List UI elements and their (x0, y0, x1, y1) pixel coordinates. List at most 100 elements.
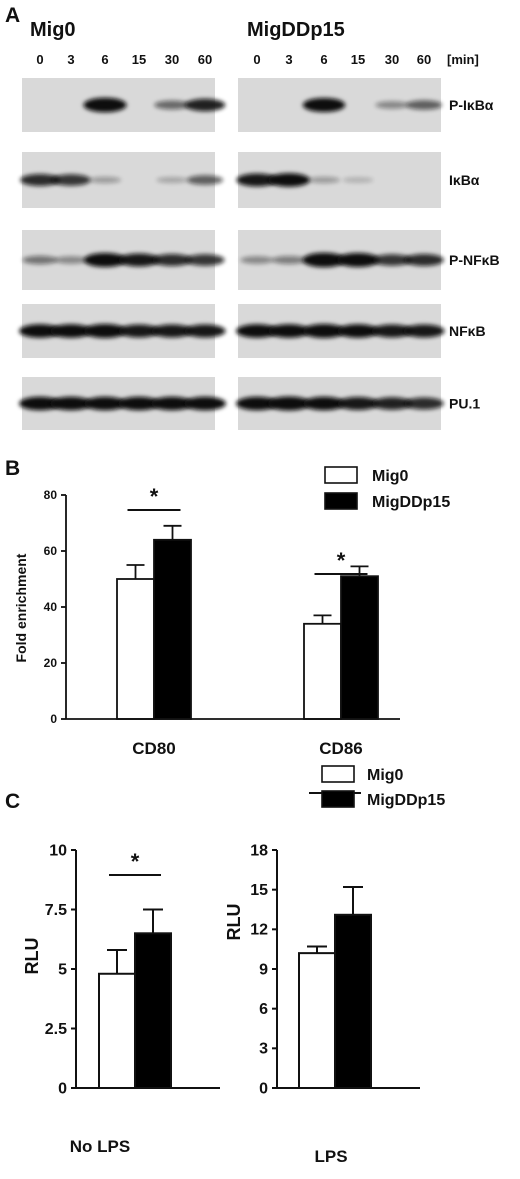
blot-band (184, 396, 226, 411)
time-label: 3 (285, 52, 292, 67)
blot-band (186, 175, 224, 185)
time-unit-label: [min] (447, 52, 479, 67)
blot-band (307, 176, 341, 184)
category-label: No LPS (70, 1137, 130, 1156)
bar-mig0 (298, 952, 336, 1090)
y-tick-label: 0 (259, 1080, 268, 1097)
blot-band (342, 177, 374, 183)
blot-band (268, 324, 310, 338)
y-tick-label: 20 (44, 656, 58, 670)
chart-c-legend: Mig0 MigDDp15 (321, 765, 445, 809)
time-label: 15 (351, 52, 365, 67)
bar-migddp15 (153, 538, 192, 720)
blot-band (118, 253, 160, 267)
blot-band (19, 396, 61, 411)
blot-band (50, 324, 92, 338)
chart-c2-y-axis-title: RLU (224, 904, 244, 941)
blot-band (267, 396, 311, 411)
time-labels: 0 3 6 15 30 60 0 3 6 15 30 60 (36, 52, 431, 67)
time-label: 30 (165, 52, 179, 67)
chart-c-no-lps: RLU 0 2.5 5 7.5 10 * No LPS (22, 842, 220, 1156)
y-tick-label: 7.5 (45, 902, 67, 919)
blot-band (84, 396, 126, 411)
blot-band (271, 256, 307, 264)
blot-band (405, 100, 443, 110)
blot-band (240, 256, 274, 264)
blot-band (337, 397, 379, 410)
group-label-mig0: Mig0 (30, 19, 76, 41)
protein-label: P-NFκB (449, 252, 500, 268)
blot-band (302, 252, 346, 268)
legend-label: Mig0 (367, 767, 404, 784)
blot-band (152, 254, 192, 266)
legend-swatch (324, 466, 358, 484)
panel-b-letter: B (5, 457, 20, 480)
blot-band (336, 253, 380, 267)
blot-band (83, 253, 127, 267)
bar-migddp15 (334, 913, 372, 1089)
bar-migddp15 (134, 932, 172, 1089)
time-label: 0 (253, 52, 260, 67)
legend-label: MigDDp15 (367, 792, 445, 809)
legend-label: MigDDp15 (372, 494, 450, 511)
blot-band (83, 97, 127, 113)
blot-band (118, 324, 160, 338)
chart-b-y-axis-title: Fold enrichment (13, 553, 29, 662)
blot-band (302, 324, 346, 338)
blot-band (371, 324, 413, 338)
time-label: 6 (101, 52, 108, 67)
blot-band (236, 396, 278, 411)
group-label-migddp15: MigDDp15 (247, 19, 345, 41)
blot-band (375, 101, 409, 109)
y-tick-label: 0 (50, 712, 57, 726)
blot-band (151, 396, 193, 411)
western-blots: P-IκBα IκBα P-NFκB NFκB PU.1 (19, 78, 500, 430)
y-tick-label: 6 (259, 1001, 268, 1018)
blot-band (185, 254, 225, 266)
blot-band (51, 174, 91, 186)
legend-swatch (324, 492, 358, 510)
panel-a-letter: A (5, 4, 20, 27)
chart-b-legend: Mig0 MigDDp15 (324, 466, 450, 511)
y-tick-label: 10 (49, 842, 67, 859)
blot-band (303, 396, 345, 411)
blot-band (88, 176, 122, 184)
chart-c1-y-axis-title: RLU (22, 938, 42, 975)
time-label: 0 (36, 52, 43, 67)
bar-mig0 (98, 972, 136, 1090)
blot-band (54, 256, 88, 264)
blot-band (154, 100, 190, 110)
y-tick-label: 40 (44, 600, 58, 614)
blot-band (156, 177, 188, 183)
y-tick-label: 12 (250, 922, 268, 939)
time-label: 3 (67, 52, 74, 67)
blot-band (236, 324, 278, 338)
blot-band (20, 174, 60, 186)
time-label: 60 (417, 52, 431, 67)
protein-label: NFκB (449, 323, 486, 339)
blot-band (118, 396, 160, 411)
time-label: 15 (132, 52, 146, 67)
y-tick-label: 15 (250, 882, 268, 899)
y-tick-label: 3 (259, 1041, 268, 1058)
blot-band (50, 396, 92, 411)
legend-swatch (321, 790, 355, 808)
protein-label: IκBα (449, 172, 480, 188)
y-tick-label: 60 (44, 544, 58, 558)
y-tick-label: 5 (58, 961, 67, 978)
blot-band (184, 98, 226, 112)
legend-swatch (321, 765, 355, 783)
time-label: 6 (320, 52, 327, 67)
time-label: 30 (385, 52, 399, 67)
y-tick-label: 18 (250, 842, 268, 859)
time-label: 60 (198, 52, 212, 67)
blot-band (403, 324, 445, 338)
bar-mig0 (116, 578, 155, 720)
y-tick-label: 2.5 (45, 1021, 67, 1038)
category-label: CD86 (319, 739, 362, 758)
protein-label: P-IκBα (449, 97, 494, 113)
blot-band (19, 324, 61, 338)
bar-mig0 (303, 622, 342, 720)
